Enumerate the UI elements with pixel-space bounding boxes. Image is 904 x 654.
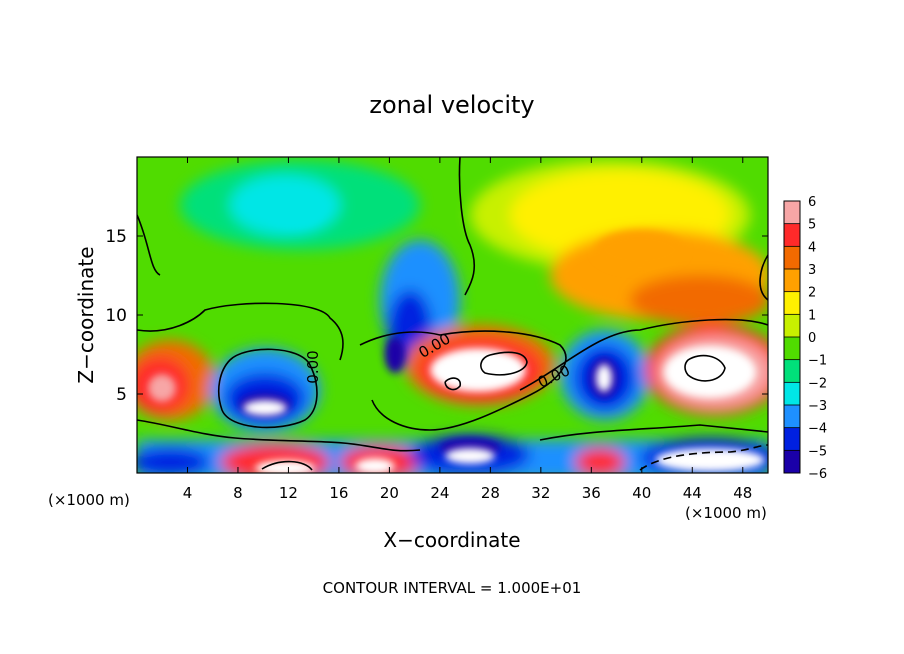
colorbar-segment (784, 223, 800, 247)
x-tick-label: 16 (329, 484, 348, 502)
contour-zero-bottom-right (539, 424, 768, 441)
contour-lines (137, 157, 768, 471)
colorbar-segment (784, 291, 800, 315)
colorbar-label: −4 (808, 422, 827, 437)
colorbar-label: −5 (808, 444, 827, 459)
x-tick-label: 36 (582, 484, 601, 502)
colorbar-segment (784, 337, 800, 360)
heatmap-field (137, 157, 768, 473)
y-tick-label: 5 (116, 385, 127, 405)
colorbar-label: −6 (808, 467, 827, 482)
colorbar-segment (784, 405, 800, 428)
x-tick-label: 32 (531, 484, 550, 502)
x-tick-label: 24 (430, 484, 449, 502)
contour-zero-bottom-left (137, 419, 421, 452)
y-axis-ticks: 5 10 15 (105, 227, 768, 405)
y-tick-label: 10 (105, 306, 127, 326)
contour-ten-small (444, 377, 462, 391)
colorbar-segment (784, 246, 800, 269)
contour-zero-mid-left (137, 302, 344, 361)
x-tick-label: 4 (183, 484, 193, 502)
y-axis-label: Z−coordinate (74, 246, 98, 383)
colorbar-label: −1 (808, 354, 827, 369)
y-tick-label: 15 (105, 227, 127, 247)
colorbar-label: 4 (808, 240, 816, 255)
colorbar-label: 5 (808, 218, 816, 233)
contour-interval-footer: CONTOUR INTERVAL = 1.000E+01 (323, 579, 582, 597)
contour-neg-bottom-right (639, 444, 768, 471)
colorbar-label: 3 (808, 263, 816, 278)
contour-label-1: 0.00 (304, 350, 322, 383)
contour-zero-right-band (519, 318, 768, 391)
colorbar-label: −2 (808, 376, 827, 391)
x-tick-label: 20 (380, 484, 399, 502)
colorbar-segment (784, 382, 800, 405)
x-unit-left: (×1000 m) (48, 491, 130, 509)
colorbar: 6 5 4 3 2 1 0 −1 −2 −3 −4 −5 −6 (783, 195, 827, 482)
x-axis-label: X−coordinate (383, 528, 520, 552)
colorbar-segment (784, 359, 800, 383)
x-tick-label: 28 (481, 484, 500, 502)
colorbar-segment (784, 427, 800, 451)
contour-ten-right (684, 354, 726, 382)
colorbar-label: 0 (808, 331, 816, 346)
contour-ten-center (480, 351, 528, 376)
colorbar-segment (784, 201, 800, 224)
x-unit-right: (×1000 m) (685, 504, 767, 522)
colorbar-segment (784, 269, 800, 292)
colorbar-segment (784, 314, 800, 337)
colorbar-segment (784, 450, 800, 473)
x-tick-label: 40 (632, 484, 651, 502)
contour-ten-bottom (261, 460, 313, 471)
x-tick-label: 8 (233, 484, 243, 502)
chart-title: zonal velocity (369, 91, 534, 119)
colorbar-label: 2 (808, 286, 816, 301)
x-tick-label: 12 (279, 484, 298, 502)
contour-zero-upper-right (458, 157, 475, 296)
x-tick-label: 44 (683, 484, 702, 502)
colorbar-label: 1 (808, 308, 816, 323)
colorbar-label: −3 (808, 399, 827, 414)
contour-zero-mid-loop (218, 348, 318, 429)
contour-zero-upper-left (137, 214, 161, 276)
colorbar-label: 6 (808, 195, 816, 210)
contour-zero-right-edge (759, 254, 768, 301)
x-axis-ticks: 4 8 12 16 20 24 28 32 36 40 44 48 (183, 157, 752, 502)
x-tick-label: 48 (733, 484, 752, 502)
contour-zero-center (359, 330, 567, 431)
